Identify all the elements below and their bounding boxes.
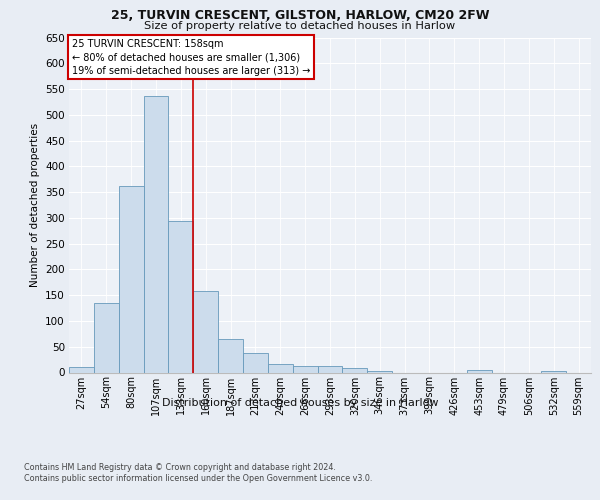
Bar xyxy=(467,370,491,372)
Bar xyxy=(94,303,119,372)
Bar xyxy=(69,368,94,372)
Bar xyxy=(119,186,143,372)
Text: Distribution of detached houses by size in Harlow: Distribution of detached houses by size … xyxy=(162,398,438,407)
Bar xyxy=(317,366,343,372)
Bar xyxy=(243,353,268,372)
Bar xyxy=(143,96,169,372)
Y-axis label: Number of detached properties: Number of detached properties xyxy=(29,123,40,287)
Bar xyxy=(218,339,243,372)
Text: Size of property relative to detached houses in Harlow: Size of property relative to detached ho… xyxy=(145,21,455,31)
Bar xyxy=(268,364,293,372)
Bar xyxy=(541,371,566,372)
Bar xyxy=(193,291,218,372)
Text: 25, TURVIN CRESCENT, GILSTON, HARLOW, CM20 2FW: 25, TURVIN CRESCENT, GILSTON, HARLOW, CM… xyxy=(111,9,489,22)
Text: 25 TURVIN CRESCENT: 158sqm
← 80% of detached houses are smaller (1,306)
19% of s: 25 TURVIN CRESCENT: 158sqm ← 80% of deta… xyxy=(71,39,310,76)
Bar xyxy=(169,222,193,372)
Text: Contains public sector information licensed under the Open Government Licence v3: Contains public sector information licen… xyxy=(24,474,373,483)
Bar xyxy=(343,368,367,372)
Bar xyxy=(293,366,317,372)
Text: Contains HM Land Registry data © Crown copyright and database right 2024.: Contains HM Land Registry data © Crown c… xyxy=(24,462,336,471)
